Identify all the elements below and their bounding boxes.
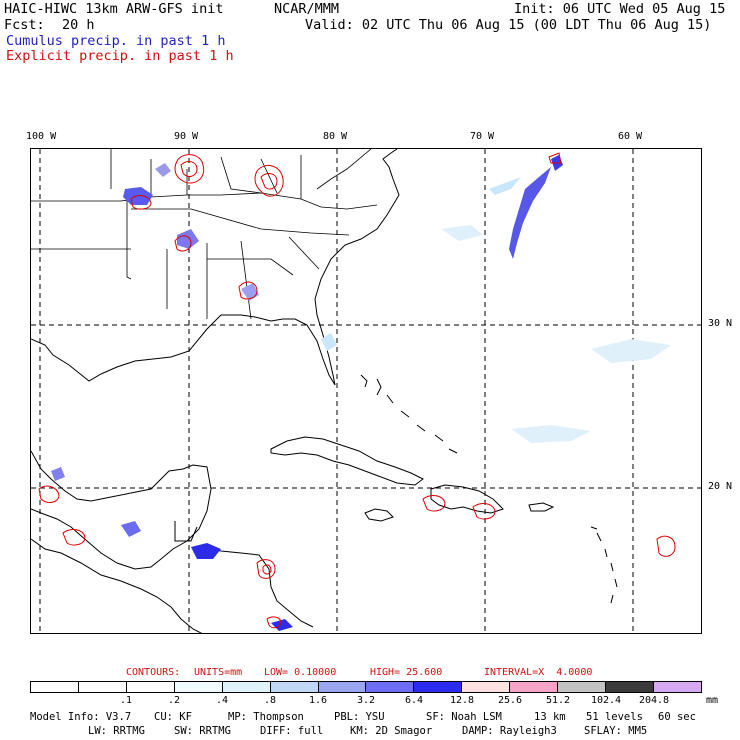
footer-lw: LW: RRTMG <box>88 725 145 737</box>
color-scale-label: 1.6 <box>308 695 328 706</box>
color-scale-cell <box>270 682 319 692</box>
explicit-cell-great-lakes-inner <box>180 161 198 177</box>
cumulus-cell-south-central <box>177 229 199 249</box>
model-title: HAIC-HIWC 13km ARW-GFS init <box>4 1 224 17</box>
coastlines <box>31 149 618 633</box>
explicit-legend-label: Explicit precip. in past 1 h <box>6 48 234 64</box>
cumulus-area-mid-atlantic <box>441 225 483 241</box>
init-time: Init: 06 UTC Wed 05 Aug 15 <box>514 1 726 17</box>
explicit-cell-ohio-inner <box>260 173 278 190</box>
explicit-cell-antilles <box>656 535 676 557</box>
color-scale-cell <box>78 682 127 692</box>
lon-label-60w: 60 W <box>618 131 643 142</box>
footer-mp: MP: Thompson <box>228 711 304 723</box>
explicit-cell-midwest <box>130 195 152 210</box>
footer-sflay: SFLAY: MM5 <box>584 725 648 737</box>
color-scale-cell <box>606 682 654 692</box>
color-scale-cell <box>510 682 559 692</box>
footer-km: KM: 2D Smagor <box>350 725 433 737</box>
contours-interval: INTERVAL=X 4.0000 <box>484 667 593 678</box>
lon-label-70w: 70 W <box>470 131 495 142</box>
color-scale-cell <box>414 682 463 692</box>
color-scale-units: mm <box>706 695 719 706</box>
cumulus-cell-mexico <box>51 467 65 481</box>
explicit-cell-haiti <box>422 495 446 512</box>
cumulus-cell-north <box>155 163 171 177</box>
fcst-label: Fcst: <box>4 17 45 33</box>
cumulus-area-florida <box>321 333 337 351</box>
color-scale-label: 12.8 <box>449 695 475 706</box>
footer-cu: CU: KF <box>154 711 192 723</box>
contours-units: UNITS=mm <box>194 667 243 678</box>
explicit-precip-contours <box>38 152 676 629</box>
color-scale-label: .2 <box>167 695 181 706</box>
cumulus-area-far-east <box>591 339 671 363</box>
color-scale-label: 3.2 <box>356 695 376 706</box>
explicit-cell-great-lakes <box>174 154 205 184</box>
explicit-cell-ohio <box>254 164 284 197</box>
valid-time: Valid: 02 UTC Thu 06 Aug 15 (00 LDT Thu … <box>305 17 712 33</box>
color-scale-label: .4 <box>215 695 229 706</box>
color-scale-label: .8 <box>263 695 277 706</box>
color-scale-label: 51.2 <box>545 695 571 706</box>
color-scale-cell <box>174 682 223 692</box>
cumulus-legend-label: Cumulus precip. in past 1 h <box>6 33 226 49</box>
color-scale-cell <box>558 682 607 692</box>
lon-label-90w: 90 W <box>174 131 199 142</box>
cumulus-cell-panama <box>271 619 293 631</box>
explicit-cell-atlantic <box>548 152 562 164</box>
fcst-value: 20 h <box>62 17 95 33</box>
explicit-cell-nicaragua <box>256 559 276 579</box>
footer-resolution: 13 km <box>534 711 566 723</box>
color-scale-cell <box>366 682 415 692</box>
cumulus-cell-honduras <box>191 543 221 559</box>
cumulus-band-atlantic <box>509 167 551 259</box>
org-label: NCAR/MMM <box>274 1 340 17</box>
color-scale-cell <box>318 682 367 692</box>
color-scale-label: 25.6 <box>497 695 523 706</box>
state-borders <box>31 149 378 320</box>
lon-label-80w: 80 W <box>323 131 348 142</box>
footer-sw: SW: RRTMG <box>174 725 231 737</box>
color-scale-cell <box>222 682 271 692</box>
color-scale-label: 102.4 <box>590 695 622 706</box>
explicit-cell-mexico <box>38 485 60 503</box>
contours-low: LOW= 0.10000 <box>264 667 337 678</box>
color-scale-cell <box>462 682 511 692</box>
precip-map-svg <box>31 149 701 633</box>
cumulus-cell-guatemala <box>121 521 141 537</box>
explicit-cell-oaxaca <box>62 529 86 546</box>
precip-map <box>30 148 702 634</box>
color-scale-cell <box>653 682 701 692</box>
explicit-cell-nicaragua-inner <box>262 564 272 575</box>
color-scale-label: .1 <box>119 695 133 706</box>
color-scale-cell <box>31 682 79 692</box>
lat-lon-grid <box>31 149 701 633</box>
cumulus-area-east <box>511 425 591 443</box>
footer-model-info: Model Info: V3.7 <box>30 711 132 723</box>
cumulus-area-atlantic-w <box>489 177 521 195</box>
color-scale-label: 204.8 <box>638 695 670 706</box>
footer-pbl: PBL: YSU <box>334 711 385 723</box>
explicit-cell-arkansas <box>174 235 192 252</box>
cumulus-precip-areas <box>51 155 671 631</box>
footer-sf: SF: Noah LSM <box>426 711 502 723</box>
explicit-cell-panama <box>266 616 282 629</box>
color-scale-label: 6.4 <box>404 695 424 706</box>
footer-diff: DIFF: full <box>260 725 324 737</box>
contours-high: HIGH= 25.600 <box>370 667 443 678</box>
footer-damp: DAMP: Rayleigh3 <box>462 725 557 737</box>
contours-prefix: CONTOURS: <box>126 667 181 678</box>
color-scale-bar <box>30 681 702 693</box>
explicit-cell-alabama <box>238 281 258 300</box>
color-scale-cell <box>126 682 175 692</box>
lon-label-100w: 100 W <box>26 131 57 142</box>
footer-levels: 51 levels <box>586 711 643 723</box>
explicit-cell-dominican-rep <box>472 503 496 520</box>
lat-label-30n: 30 N <box>708 318 733 329</box>
footer-timestep: 60 sec <box>658 711 696 723</box>
color-scale-labels: .1 .2 .4 .8 1.6 3.2 6.4 12.8 25.6 51.2 102.4 204.8 <box>30 695 702 707</box>
lat-label-20n: 20 N <box>708 481 733 492</box>
